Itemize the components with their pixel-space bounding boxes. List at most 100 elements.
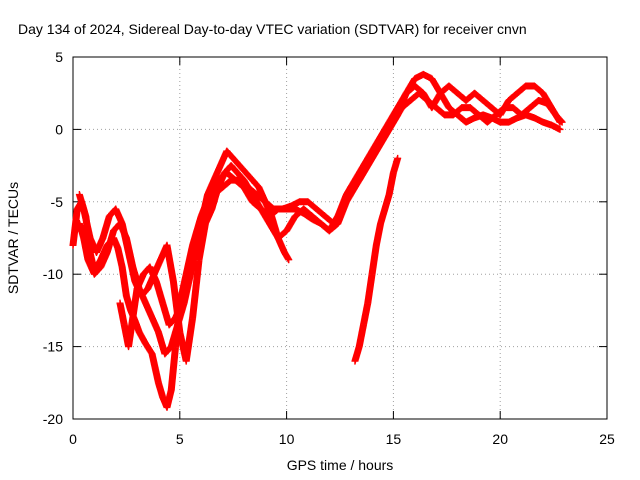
data-point-track-c	[291, 212, 299, 220]
data-point-track-c	[112, 205, 120, 213]
data-point-track-d	[152, 277, 160, 285]
data-point-track-b	[71, 227, 79, 235]
y-tick-label: -15	[43, 339, 63, 355]
data-point-track-c	[325, 227, 333, 235]
data-point-track-e	[364, 299, 372, 307]
data-point-track-a	[148, 350, 156, 358]
data-point-track-d	[129, 314, 137, 322]
y-tick-label: -10	[43, 266, 63, 282]
y-tick-label: -20	[43, 411, 63, 427]
series-track-e-trail	[351, 155, 401, 364]
data-point-track-b	[304, 198, 312, 206]
data-point-track-a	[69, 241, 77, 249]
data-point-track-d	[210, 176, 218, 184]
data-point-track-a	[419, 70, 427, 78]
data-point-track-c	[462, 96, 470, 104]
data-point-track-e	[359, 321, 367, 329]
data-point-track-c	[221, 169, 229, 177]
data-point-track-b	[287, 202, 295, 210]
data-point-track-a	[530, 114, 538, 122]
data-point-track-c	[385, 118, 393, 126]
data-point-track-b	[84, 256, 92, 264]
data-point-track-c	[556, 118, 564, 126]
data-point-track-c	[300, 205, 308, 213]
y-tick-label: 5	[55, 49, 63, 65]
data-point-track-c	[118, 220, 126, 228]
data-point-track-d	[280, 248, 288, 256]
data-point-track-c	[214, 183, 222, 191]
data-point-track-b	[466, 104, 474, 112]
data-point-track-c	[308, 212, 316, 220]
data-point-track-c	[496, 111, 504, 119]
data-point-track-b	[449, 111, 457, 119]
data-point-track-e	[351, 357, 359, 365]
data-point-track-a	[122, 292, 130, 300]
data-point-track-a	[135, 328, 143, 336]
data-point-track-d	[172, 314, 180, 322]
data-point-track-a	[462, 118, 470, 126]
data-point-track-a	[114, 244, 122, 252]
data-points	[69, 70, 566, 411]
data-point-track-c	[351, 176, 359, 184]
data-point-track-a	[118, 263, 126, 271]
data-point-track-c	[428, 104, 436, 112]
data-point-track-b	[142, 299, 150, 307]
data-point-track-d	[159, 299, 167, 307]
y-tick-label: 0	[55, 121, 63, 137]
x-tick-label: 20	[492, 431, 508, 447]
data-point-track-b	[475, 111, 483, 119]
data-point-track-c	[75, 191, 83, 199]
data-point-track-a	[159, 393, 167, 401]
data-point-track-c	[488, 104, 496, 112]
data-point-track-a	[163, 403, 171, 411]
data-point-track-b	[483, 118, 491, 126]
data-point-track-d	[223, 147, 231, 155]
data-point-track-d	[261, 198, 269, 206]
data-point-track-d	[268, 212, 276, 220]
data-point-track-c	[394, 104, 402, 112]
data-point-track-c	[411, 82, 419, 90]
data-point-track-b	[441, 111, 449, 119]
data-point-track-e	[355, 343, 363, 351]
data-point-track-b	[110, 227, 118, 235]
data-point-track-c	[334, 212, 342, 220]
data-point-track-b	[295, 198, 303, 206]
data-point-track-c	[144, 285, 152, 293]
data-point-track-c	[208, 205, 216, 213]
data-point-track-c	[227, 162, 235, 170]
data-point-track-a	[445, 104, 453, 112]
x-axis-title: GPS time / hours	[287, 457, 394, 473]
data-point-track-a	[154, 379, 162, 387]
data-point-track-b	[148, 314, 156, 322]
y-tick-label: -5	[51, 194, 64, 210]
data-point-track-a	[167, 386, 175, 394]
data-point-track-a	[513, 114, 521, 122]
data-point-track-b	[90, 270, 98, 278]
data-point-track-c	[176, 328, 184, 336]
x-tick-label: 0	[69, 431, 77, 447]
data-point-track-e	[372, 241, 380, 249]
data-point-track-a	[505, 118, 513, 126]
data-point-track-b	[103, 248, 111, 256]
data-point-track-d	[204, 191, 212, 199]
data-point-track-c	[182, 357, 190, 365]
data-point-track-d	[236, 162, 244, 170]
data-point-track-e	[394, 154, 402, 162]
data-point-track-a	[411, 75, 419, 83]
data-point-track-c	[453, 89, 461, 97]
data-point-track-c	[169, 277, 177, 285]
data-point-track-b	[97, 263, 105, 271]
data-point-track-b	[526, 104, 534, 112]
data-point-track-c	[445, 82, 453, 90]
data-point-track-d	[197, 220, 205, 228]
chart-title: Day 134 of 2024, Sidereal Day-to-day VTE…	[18, 21, 527, 37]
data-point-track-a	[428, 75, 436, 83]
data-point-track-b	[458, 104, 466, 112]
data-point-track-c	[436, 89, 444, 97]
data-point-track-d	[285, 256, 293, 264]
data-point-track-d	[248, 176, 256, 184]
data-point-track-a	[496, 118, 504, 126]
data-point-track-e	[381, 205, 389, 213]
data-point-track-c	[92, 248, 100, 256]
